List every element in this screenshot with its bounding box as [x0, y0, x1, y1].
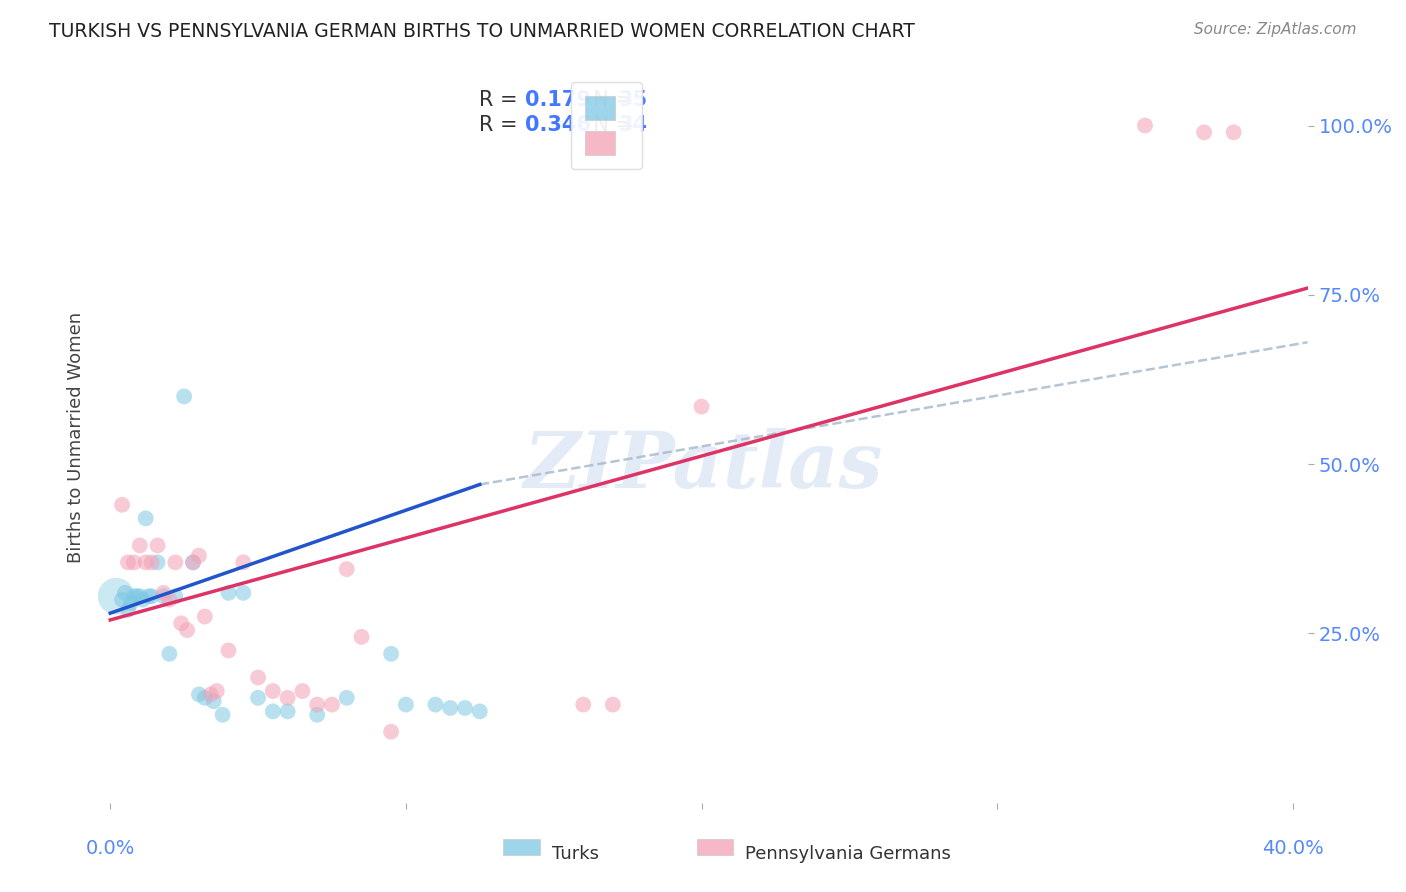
Point [117, 555, 139, 569]
Point [218, 586, 240, 600]
Point [181, 555, 204, 569]
Text: R =: R = [479, 115, 524, 136]
Point [1192, 125, 1215, 139]
Point [1133, 119, 1156, 133]
Point [277, 705, 299, 719]
Point [122, 555, 145, 569]
Point [128, 589, 150, 603]
Point [194, 690, 217, 705]
Point [602, 698, 624, 712]
Text: N =: N = [579, 90, 640, 110]
Point [181, 555, 204, 569]
Point [454, 701, 477, 715]
Point [262, 705, 284, 719]
Point [572, 698, 595, 712]
Point [439, 701, 461, 715]
Point [176, 623, 198, 637]
Text: Source: ZipAtlas.com: Source: ZipAtlas.com [1194, 22, 1357, 37]
Point [291, 684, 314, 698]
Point [157, 647, 180, 661]
Point [141, 589, 163, 603]
FancyBboxPatch shape [503, 839, 540, 855]
Point [202, 694, 225, 708]
Point [105, 589, 128, 603]
Point [425, 698, 447, 712]
Point [165, 555, 187, 569]
Point [395, 698, 418, 712]
Text: Pennsylvania Germans: Pennsylvania Germans [745, 846, 952, 863]
Point [187, 549, 209, 563]
Text: 0.0%: 0.0% [86, 838, 135, 858]
Text: ZIPatlas: ZIPatlas [523, 428, 883, 505]
Text: 0.179: 0.179 [526, 90, 592, 110]
Point [194, 609, 217, 624]
Point [247, 690, 270, 705]
Point [468, 705, 491, 719]
Point [350, 630, 373, 644]
Point [218, 643, 240, 657]
FancyBboxPatch shape [697, 839, 734, 855]
Point [205, 684, 228, 698]
Point [117, 603, 139, 617]
Point [138, 589, 160, 603]
Point [135, 511, 157, 525]
Point [336, 562, 359, 576]
Point [277, 690, 299, 705]
Point [380, 724, 402, 739]
Text: 0.346: 0.346 [526, 115, 591, 136]
Point [157, 592, 180, 607]
Point [128, 538, 150, 552]
Point [187, 688, 209, 702]
Point [211, 707, 233, 722]
Point [146, 538, 169, 552]
Point [380, 647, 402, 661]
Point [232, 586, 254, 600]
Point [135, 555, 157, 569]
Point [307, 707, 329, 722]
Point [307, 698, 329, 712]
Text: 40.0%: 40.0% [1263, 838, 1323, 858]
Point [321, 698, 343, 712]
Y-axis label: Births to Unmarried Women: Births to Unmarried Women [66, 311, 84, 563]
Point [200, 688, 222, 702]
Point [120, 596, 142, 610]
Text: 34: 34 [619, 115, 647, 136]
Point [132, 592, 155, 607]
Point [262, 684, 284, 698]
Point [152, 589, 174, 603]
Text: TURKISH VS PENNSYLVANIA GERMAN BIRTHS TO UNMARRIED WOMEN CORRELATION CHART: TURKISH VS PENNSYLVANIA GERMAN BIRTHS TO… [49, 22, 915, 41]
Text: N =: N = [579, 115, 640, 136]
Point [152, 586, 174, 600]
Point [122, 589, 145, 603]
Text: R =: R = [479, 90, 524, 110]
Point [111, 592, 134, 607]
Point [141, 555, 163, 569]
Point [247, 671, 270, 685]
Point [336, 690, 359, 705]
Point [125, 589, 148, 603]
Point [173, 389, 195, 403]
Point [111, 498, 134, 512]
Point [146, 555, 169, 569]
Point [232, 555, 254, 569]
Point [170, 616, 193, 631]
Text: 35: 35 [619, 90, 648, 110]
Point [690, 400, 713, 414]
Legend: , : , [571, 82, 641, 169]
Point [1222, 125, 1244, 139]
Point [114, 586, 136, 600]
Point [165, 589, 187, 603]
Text: Turks: Turks [551, 846, 599, 863]
